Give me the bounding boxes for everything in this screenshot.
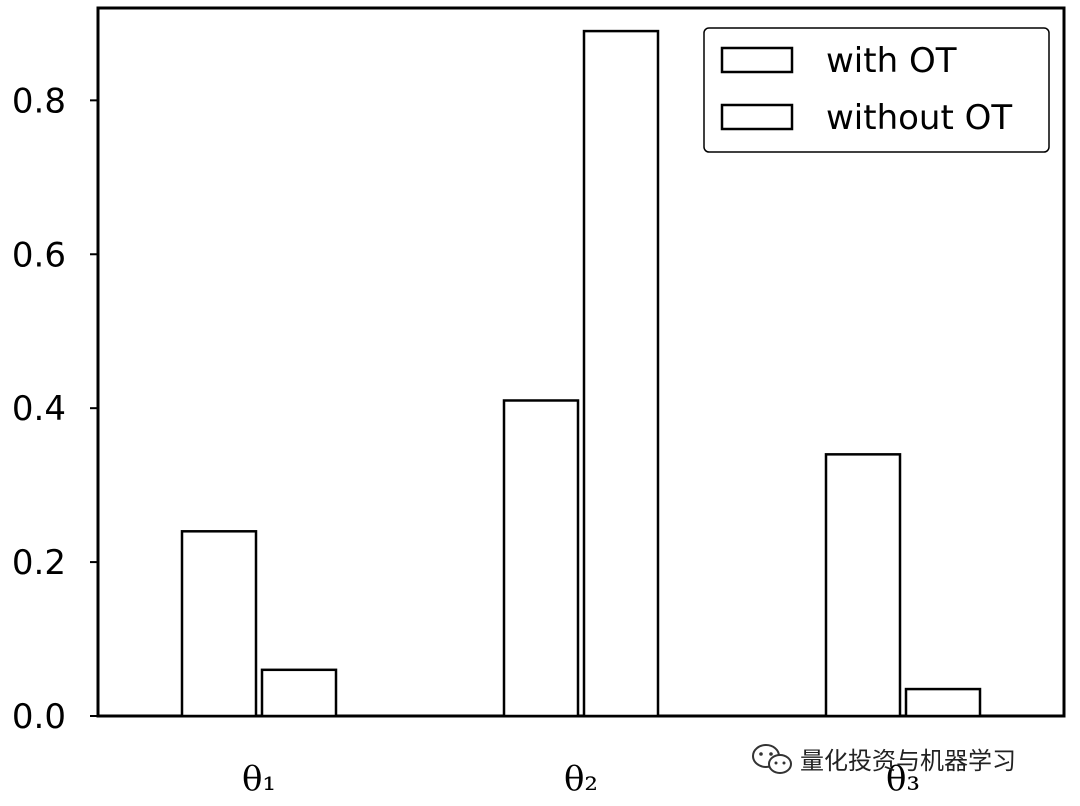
y-tick-label: 0.8 bbox=[12, 81, 66, 121]
watermark-text: 量化投资与机器学习 bbox=[800, 747, 1016, 775]
legend-swatch bbox=[720, 46, 794, 74]
watermark: 量化投资与机器学习 bbox=[752, 744, 1016, 775]
bar-without-ot bbox=[904, 687, 982, 718]
x-tick-label: θ₂ bbox=[564, 759, 598, 799]
y-tick-label: 0.6 bbox=[12, 235, 66, 275]
y-tick-label: 0.4 bbox=[12, 389, 66, 429]
x-axis-labels: θ₁ θ₂ θ₃ bbox=[242, 759, 920, 799]
bar-without-ot bbox=[582, 29, 660, 718]
bar-with-ot bbox=[824, 453, 902, 718]
y-tick-label: 0.2 bbox=[12, 543, 66, 583]
x-tick-label: θ₃ bbox=[886, 759, 920, 799]
y-tick-label: 0.0 bbox=[12, 697, 66, 737]
x-tick-label: θ₁ bbox=[242, 759, 276, 799]
legend-label: with OT bbox=[826, 41, 957, 81]
wechat-icon bbox=[752, 744, 792, 774]
bar-without-ot bbox=[260, 668, 338, 718]
bars bbox=[180, 29, 982, 718]
bar-with-ot bbox=[180, 530, 258, 718]
legend-swatch bbox=[720, 103, 794, 131]
bar-with-ot bbox=[502, 399, 580, 718]
y-axis-ticks: 0.0 0.2 0.4 0.6 0.8 bbox=[12, 81, 98, 737]
plot-area bbox=[96, 6, 1066, 718]
legend-label: without OT bbox=[826, 98, 1012, 138]
legend: with OT without OT bbox=[703, 27, 1050, 153]
axes-frame bbox=[96, 6, 1066, 718]
